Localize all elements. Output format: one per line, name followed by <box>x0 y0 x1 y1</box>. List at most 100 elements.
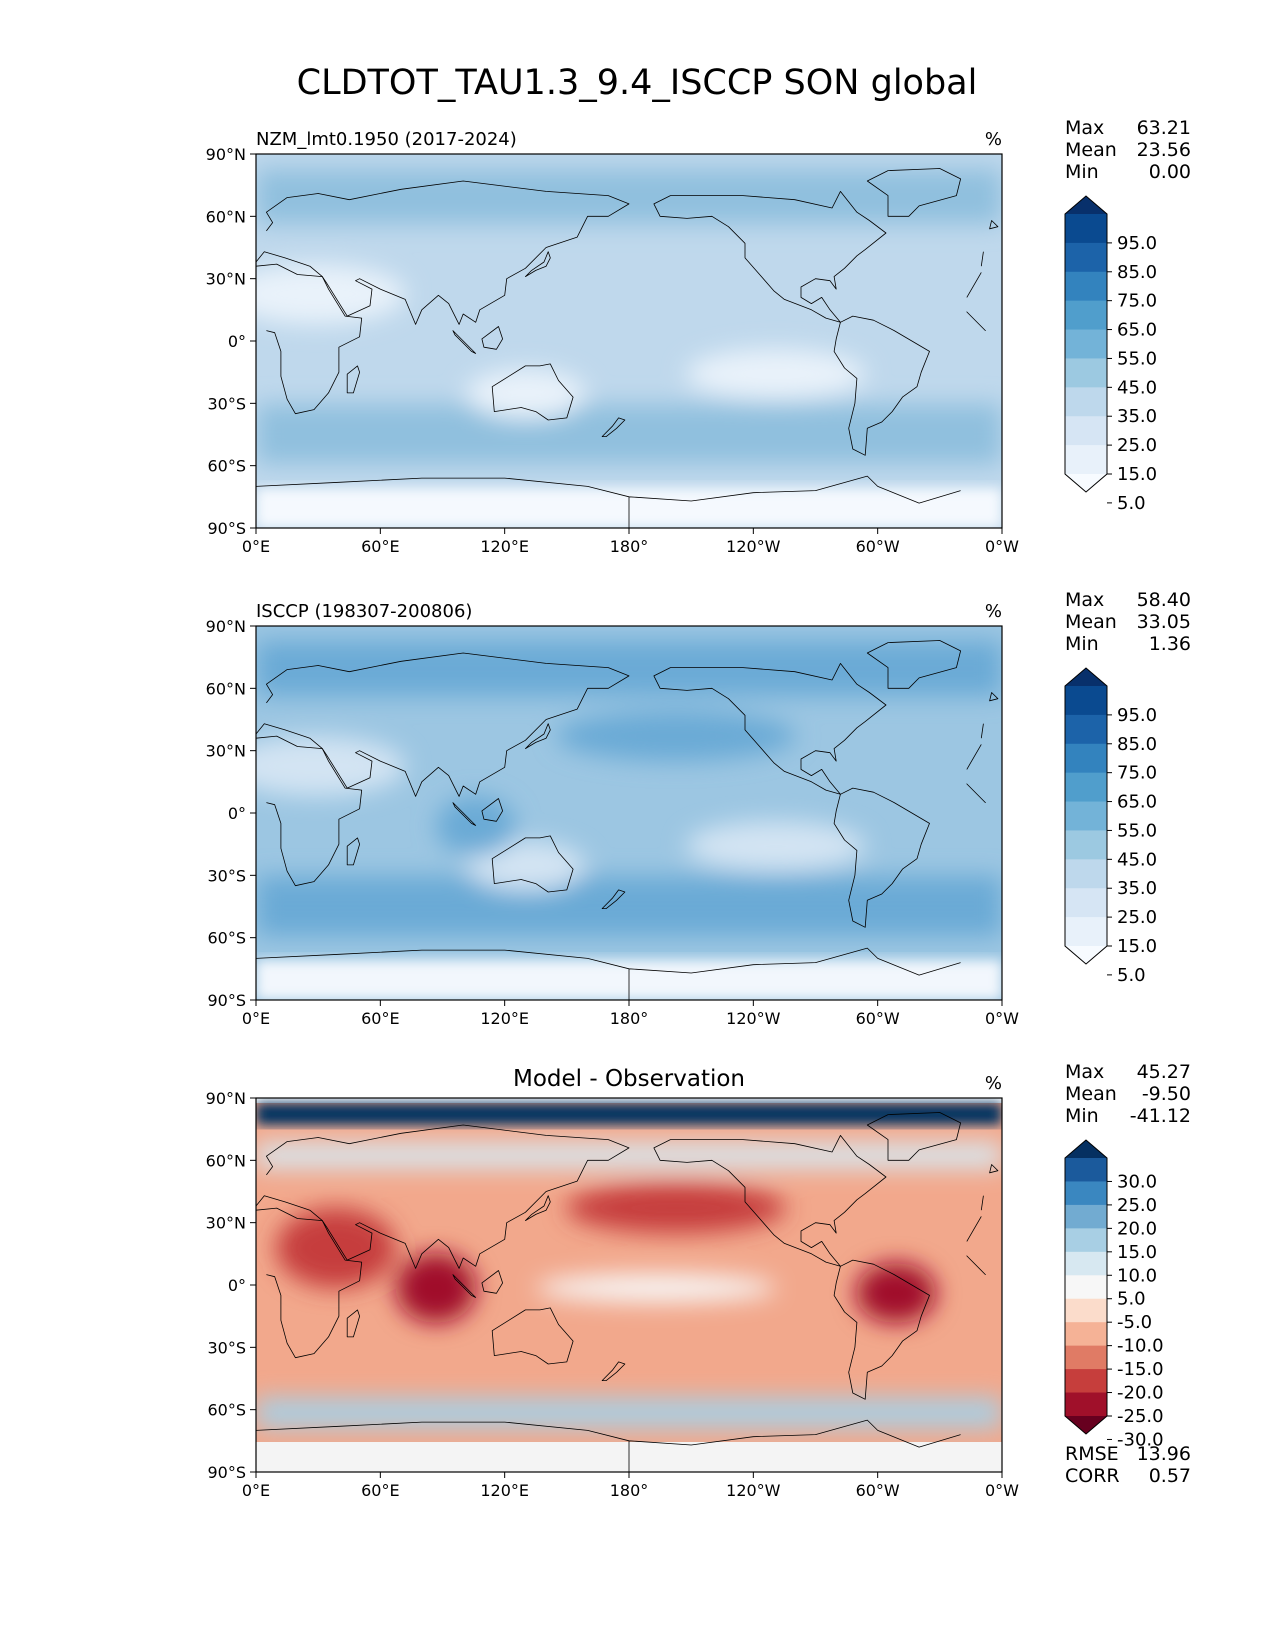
x-tick-label: 0°W <box>985 1009 1019 1028</box>
coastline-greenland <box>866 168 961 217</box>
colorbar-extend-top <box>1065 1140 1107 1158</box>
metric-corr-label: CORR <box>1065 1465 1120 1487</box>
northern-storm-track <box>256 169 1002 224</box>
colorbar-label: 45.0 <box>1117 377 1157 398</box>
coastline-eurasia <box>256 652 984 797</box>
colorbar-segment <box>1065 329 1107 359</box>
coastline-namerica <box>653 191 887 323</box>
colorbar-label: 35.0 <box>1117 878 1157 899</box>
coastline-madagascar <box>346 365 360 394</box>
y-tick-label: 30°S <box>207 1338 246 1357</box>
stat-mean-value: 23.56 <box>1137 139 1191 161</box>
stat-max-label: Max <box>1065 117 1104 139</box>
colorbar-label: 35.0 <box>1117 406 1157 427</box>
colorbar-label: 85.0 <box>1117 262 1157 283</box>
stat-min-label: Min <box>1065 1105 1099 1127</box>
stat-mean-value: 33.05 <box>1137 611 1191 633</box>
y-tick-label: 90°N <box>206 145 246 164</box>
stat-min-value: 1.36 <box>1149 633 1191 655</box>
colorbar-label: 65.0 <box>1117 792 1157 813</box>
colorbar-label: 5.0 <box>1117 493 1146 514</box>
coastline-australia <box>491 1307 574 1365</box>
colorbar-segment <box>1065 888 1107 918</box>
coastline-newzealand <box>601 417 626 437</box>
colorbar-label: -20.0 <box>1117 1383 1164 1404</box>
colorbar-extend-top <box>1065 668 1107 686</box>
colorbar-label: 95.0 <box>1117 705 1157 726</box>
coastline-newzealand <box>601 1361 626 1381</box>
colorbar-label: -5.0 <box>1117 1312 1152 1333</box>
x-tick-label: 120°E <box>480 1481 529 1500</box>
colorbar-segment <box>1065 271 1107 302</box>
x-tick-label: 60°E <box>361 1481 399 1500</box>
y-tick-label: 60°S <box>207 1401 246 1420</box>
units-label: % <box>985 129 1002 150</box>
y-tick-label: 60°S <box>207 457 246 476</box>
equatorial-neutral-band <box>536 1274 776 1302</box>
coastlines <box>256 168 999 528</box>
y-tick-label: 60°N <box>206 207 246 226</box>
x-tick-label: 180° <box>610 1009 649 1028</box>
colorbar-label: 5.0 <box>1117 1289 1146 1310</box>
colorbar-segment <box>1065 1298 1107 1323</box>
colorbar-segment <box>1065 416 1107 446</box>
colorbar-segment <box>1065 1158 1107 1182</box>
colorbar-extend-bottom <box>1065 946 1107 964</box>
colorbar-label: 55.0 <box>1117 820 1157 841</box>
figure-title: CLDTOT_TAU1.3_9.4_ISCCP SON global <box>297 63 978 103</box>
stat-min-value: -41.12 <box>1130 1105 1191 1127</box>
y-tick-label: 30°N <box>206 270 246 289</box>
colorbar-label: 25.0 <box>1117 907 1157 928</box>
field-patterns <box>256 169 1002 464</box>
coastline-samerica <box>833 1259 930 1400</box>
map-field <box>255 153 1003 529</box>
colorbar-label: 75.0 <box>1117 291 1157 312</box>
coastline-antarctica <box>256 947 961 1000</box>
stat-max-value: 58.40 <box>1137 589 1191 611</box>
x-tick-label: 120°E <box>480 537 529 556</box>
stat-max-value: 45.27 <box>1137 1061 1191 1083</box>
x-tick-label: 120°E <box>480 1009 529 1028</box>
subtropic-clear-1 <box>256 264 406 324</box>
pacific-cloud-band <box>556 711 796 761</box>
colorbar-label: 15.0 <box>1117 464 1157 485</box>
arctic-strong-positive <box>256 1103 1002 1125</box>
colorbar: 30.0 25.020.0 15.010.0 5.0-5.0 -10.0-15.0 -20… <box>1064 1139 1164 1450</box>
colorbar: 95.0 85.0 75.0 65.0 55.0 45.0 35.0 25.0 15.0 5.0 <box>1064 667 1157 986</box>
colorbar-segment <box>1065 917 1107 947</box>
northern-storm-track <box>256 641 1002 696</box>
coastline-japan <box>525 251 551 277</box>
y-tick-label: 30°S <box>207 866 246 885</box>
x-tick-label: 120°W <box>726 1009 781 1028</box>
y-tick-label: 90°S <box>207 991 246 1010</box>
map-field <box>255 1097 1003 1473</box>
y-tick-label: 0° <box>228 1276 246 1295</box>
africa-bias <box>276 1208 396 1288</box>
y-tick-label: 0° <box>228 804 246 823</box>
coastline-australia <box>491 363 574 421</box>
coastline-australia <box>491 835 574 893</box>
colorbar-label: -25.0 <box>1117 1406 1164 1427</box>
colorbar-label: 25.0 <box>1117 435 1157 456</box>
arctic-positive <box>256 1143 1002 1168</box>
y-tick-label: 60°N <box>206 1151 246 1170</box>
colorbar-segment <box>1065 686 1107 716</box>
coastline-sumatra <box>452 1274 477 1298</box>
southern-storm-track <box>256 876 1002 936</box>
stat-mean-label: Mean <box>1065 139 1117 161</box>
colorbar-segment <box>1065 242 1107 273</box>
field-patterns <box>256 641 1002 936</box>
panel-center-title: Model - Observation <box>513 1066 745 1092</box>
coastline-africa <box>256 263 986 415</box>
units-label: % <box>985 601 1002 622</box>
x-tick-label: 60°W <box>856 1009 900 1028</box>
amazon-bias <box>856 1263 936 1323</box>
colorbar-segment <box>1065 1322 1107 1347</box>
coastline-uk <box>989 1164 999 1174</box>
subtropic-clear-2 <box>686 821 866 871</box>
colorbar-segment <box>1065 358 1107 388</box>
y-tick-label: 90°S <box>207 519 246 538</box>
stat-max-value: 63.21 <box>1137 117 1191 139</box>
coastlines <box>256 640 999 1000</box>
